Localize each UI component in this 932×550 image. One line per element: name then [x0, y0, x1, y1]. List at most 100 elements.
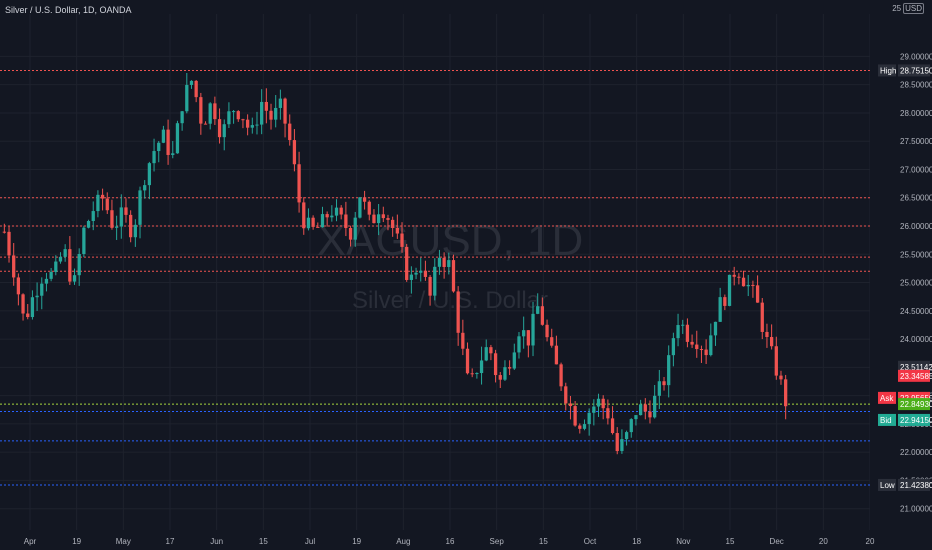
price-axis-bg	[870, 0, 932, 550]
price-label-tag: Ask	[880, 394, 894, 403]
time-tick-label: Dec	[770, 537, 784, 546]
time-tick-label: 17	[166, 537, 175, 546]
candle-body	[227, 111, 231, 125]
candle-body	[629, 419, 633, 433]
candle-body	[189, 80, 194, 85]
candle-body	[119, 207, 123, 227]
candle-body	[339, 207, 343, 215]
candle-body	[302, 202, 306, 229]
candle-body	[58, 256, 63, 262]
candle-body	[288, 123, 292, 141]
candle-body	[82, 227, 86, 255]
candle-body	[559, 364, 563, 387]
candle-body	[316, 226, 320, 228]
time-tick-label: Apr	[24, 537, 37, 546]
time-tick-label: Jun	[210, 537, 223, 546]
horizontal-levels	[0, 69, 870, 486]
candle-body	[428, 276, 432, 296]
symbol-title: Silver / U.S. Dollar, 1D, OANDA	[5, 5, 132, 15]
price-tick-label: 24.50000	[900, 307, 932, 316]
price-label-box	[898, 369, 930, 382]
candle-body	[784, 379, 788, 407]
candle-body	[643, 404, 647, 412]
candle-body	[21, 294, 25, 314]
time-tick-label: Nov	[676, 537, 690, 546]
candle-body	[414, 272, 418, 275]
candle-body	[526, 330, 530, 346]
candle-body	[110, 210, 114, 228]
candle-body	[610, 418, 615, 434]
price-label-tag: High	[880, 66, 896, 75]
time-tick-label: Oct	[584, 537, 597, 546]
price-tick-label: 24.00000	[900, 335, 932, 344]
candle-body	[114, 226, 119, 228]
candle-body	[667, 355, 671, 386]
candle-body	[671, 338, 676, 356]
price-label-tag-box	[878, 391, 896, 404]
candle-body	[620, 439, 624, 452]
candles	[2, 73, 788, 455]
price-label-box	[898, 64, 930, 77]
candle-body	[166, 129, 170, 155]
price-label-value: 23.34585	[900, 372, 932, 381]
candle-body	[7, 231, 11, 256]
candle-body	[451, 260, 456, 292]
candle-body	[16, 277, 21, 295]
candle-body	[199, 97, 203, 124]
candle-body	[564, 386, 568, 404]
candle-body	[582, 424, 587, 429]
candle-body	[180, 111, 184, 124]
candle-body	[358, 197, 362, 218]
time-tick-label: 15	[539, 537, 548, 546]
price-tick-label: 29.00000	[900, 52, 932, 61]
candle-body	[774, 346, 778, 376]
candle-body	[765, 331, 769, 338]
candle-body	[536, 306, 540, 314]
price-label-tag-box	[878, 478, 896, 491]
price-tick-label: 25.00000	[900, 279, 932, 288]
candle-body	[217, 119, 222, 138]
candle-body	[362, 197, 367, 202]
candle-body	[732, 274, 736, 277]
candle-body	[269, 110, 273, 120]
time-tick-label: 18	[632, 537, 641, 546]
candle-body	[592, 406, 596, 413]
candle-body	[30, 297, 35, 318]
price-tick-label: 28.00000	[900, 109, 932, 118]
candle-body	[517, 336, 521, 353]
candle-body	[699, 349, 704, 351]
candle-body	[194, 80, 198, 98]
price-tick-label: 26.50000	[900, 194, 932, 203]
candle-body	[685, 324, 690, 342]
price-label-tag: Bid	[880, 416, 892, 425]
candle-body	[49, 271, 53, 279]
candle-body	[381, 214, 385, 219]
price-label-value: 21.42380	[900, 481, 932, 490]
price-tick-label: 22.00000	[900, 448, 932, 457]
candle-body	[638, 404, 643, 416]
price-tick-label: 28.50000	[900, 81, 932, 90]
candle-body	[540, 306, 545, 325]
candle-body	[653, 395, 657, 418]
candle-body	[129, 214, 133, 238]
candle-body	[222, 124, 226, 138]
candle-body	[409, 274, 414, 280]
candle-body	[662, 381, 666, 386]
candle-body	[554, 345, 559, 365]
candle-body	[367, 201, 371, 215]
candle-body	[493, 353, 498, 376]
candle-body	[624, 432, 629, 440]
price-tick-label: 27.50000	[900, 137, 932, 146]
candle-body	[755, 285, 760, 303]
price-label-value: 22.94150	[900, 416, 932, 425]
currency-indicator[interactable]: 25 USD	[892, 3, 924, 14]
candle-body	[2, 231, 6, 233]
price-label-box	[898, 413, 930, 426]
candle-body	[264, 101, 268, 111]
candle-body	[12, 255, 16, 278]
time-tick-label: 19	[352, 537, 361, 546]
candle-body	[718, 297, 722, 322]
candle-body	[433, 266, 437, 296]
candle-body	[545, 324, 549, 338]
